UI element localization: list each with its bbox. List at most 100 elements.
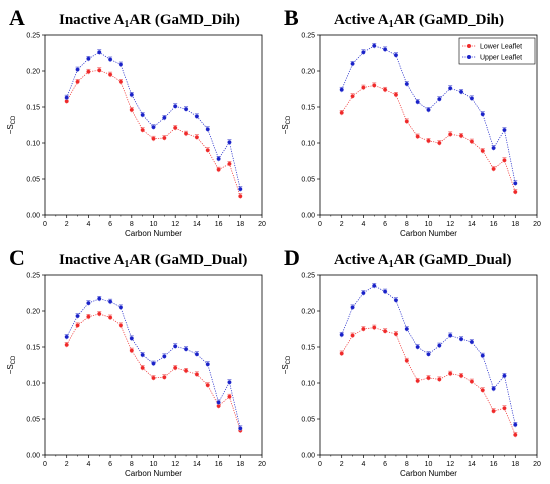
y-tick-label: 0.10 — [26, 141, 40, 148]
y-axis-label-main: −S — [281, 124, 290, 134]
y-tick-label: 0.00 — [301, 453, 315, 460]
data-point-lower — [371, 325, 377, 330]
data-point-upper — [183, 346, 189, 352]
data-point-upper — [426, 107, 431, 113]
data-point-upper — [205, 127, 210, 132]
data-point-lower — [393, 92, 399, 98]
data-point-lower — [491, 408, 496, 414]
y-axis-label-main: −S — [6, 364, 15, 374]
data-point-upper — [97, 50, 102, 55]
series-line-lower — [341, 327, 516, 435]
data-point-lower — [97, 68, 102, 73]
x-tick-label: 8 — [405, 461, 409, 468]
data-point-lower — [172, 125, 178, 131]
data-point-upper — [75, 67, 80, 72]
x-tick-label: 2 — [65, 461, 69, 468]
x-tick-label: 18 — [511, 221, 519, 228]
data-point-lower — [194, 134, 200, 140]
x-tick-label: 16 — [490, 461, 498, 468]
y-tick-label: 0.00 — [26, 453, 40, 460]
data-point-lower — [469, 139, 475, 144]
x-tick-label: 20 — [533, 221, 541, 228]
data-point-lower — [361, 326, 366, 332]
x-tick-label: 8 — [130, 221, 134, 228]
data-point-upper — [216, 400, 221, 405]
data-point-upper — [350, 305, 355, 310]
data-point-lower — [502, 405, 507, 411]
data-point-lower — [339, 351, 344, 356]
panel-letter: C — [9, 245, 25, 270]
data-point-upper — [140, 352, 145, 358]
panel-title: Active A1AR (GaMD_Dih) — [334, 12, 504, 30]
data-point-lower — [404, 358, 410, 363]
panel-title-main: Inactive A — [59, 12, 125, 28]
data-point-upper — [480, 111, 485, 117]
data-point-lower — [140, 365, 145, 371]
data-point-upper — [227, 380, 232, 385]
y-tick-label: 0.15 — [301, 345, 315, 352]
data-point-upper — [194, 114, 200, 119]
data-point-lower — [371, 83, 377, 88]
data-point-lower — [447, 132, 453, 137]
legend-label-upper: Upper Leaflet — [480, 55, 522, 62]
data-point-lower — [205, 382, 210, 388]
y-tick-label: 0.15 — [301, 105, 315, 112]
data-point-upper — [437, 343, 442, 348]
panel-letter: D — [284, 245, 300, 270]
x-tick-label: 10 — [425, 461, 433, 468]
panel-title-subscript: 1 — [124, 259, 129, 270]
data-point-upper — [64, 334, 69, 340]
x-tick-label: 6 — [108, 221, 112, 228]
data-point-lower — [86, 314, 91, 320]
x-tick-label: 12 — [446, 461, 454, 468]
data-point-upper — [107, 299, 113, 304]
x-axis-label: Carbon Number — [400, 229, 457, 238]
data-point-lower — [227, 161, 232, 167]
data-point-upper — [426, 351, 431, 357]
x-tick-label: 16 — [215, 461, 223, 468]
data-point-upper — [205, 362, 210, 367]
data-point-upper — [97, 296, 102, 302]
data-point-lower — [107, 315, 113, 320]
x-tick-label: 18 — [236, 461, 244, 468]
data-point-upper — [75, 313, 80, 319]
data-point-upper — [172, 104, 178, 109]
data-point-lower — [458, 373, 464, 379]
y-axis-label: −SCD — [6, 355, 17, 374]
data-point-lower — [151, 136, 156, 141]
data-point-lower — [64, 342, 69, 348]
data-point-lower — [97, 311, 102, 317]
data-point-lower — [513, 189, 518, 195]
x-axis-label: Carbon Number — [125, 229, 182, 238]
data-point-upper — [513, 422, 518, 428]
data-point-lower — [118, 79, 124, 85]
x-tick-label: 12 — [171, 221, 179, 228]
data-point-upper — [458, 336, 464, 342]
data-point-lower — [183, 368, 189, 374]
x-tick-label: 8 — [405, 221, 409, 228]
panel-title: Active A1AR (GaMD_Dual) — [334, 252, 511, 270]
y-tick-label: 0.20 — [301, 309, 315, 316]
x-tick-label: 0 — [318, 221, 322, 228]
data-point-upper — [502, 373, 507, 379]
x-tick-label: 20 — [533, 461, 541, 468]
panel-title-rest: AR (GaMD_Dual) — [129, 252, 247, 268]
panel-title-subscript: 1 — [389, 259, 394, 270]
y-tick-label: 0.25 — [26, 273, 40, 280]
x-tick-label: 0 — [318, 461, 322, 468]
series-line-upper — [66, 51, 241, 190]
panel-title-main: Inactive A — [59, 252, 125, 268]
data-point-upper — [86, 300, 91, 306]
y-tick-label: 0.00 — [301, 213, 315, 220]
data-point-lower — [205, 147, 210, 153]
data-point-upper — [469, 339, 475, 345]
data-point-upper — [238, 186, 243, 192]
data-point-lower — [426, 138, 431, 144]
data-point-upper — [513, 181, 518, 186]
data-point-lower — [513, 432, 518, 438]
data-point-lower — [382, 87, 388, 92]
data-point-lower — [140, 127, 145, 133]
panel-title-rest: AR (GaMD_Dih) — [394, 12, 504, 28]
data-point-upper — [129, 92, 135, 98]
